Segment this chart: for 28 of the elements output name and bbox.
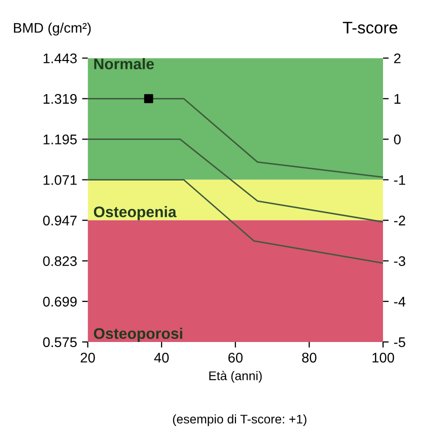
y2-tick-label: 0 [394,134,401,144]
x-tick-label: 40 [154,352,169,363]
y2-tick-label: -4 [394,296,406,306]
y-tick-label: 0.823 [43,256,77,266]
y2-tick-label: -2 [394,216,406,226]
y2-tick-label: -5 [394,337,406,348]
y-tick-label: 1.195 [44,134,77,144]
y-tick-label: 0.699 [43,296,77,307]
y2-tick-label: 2 [394,53,401,64]
x-tick-label: 60 [228,352,243,363]
x-axis-title: Età (anni) [209,370,262,383]
y2-axis-title: T-score [342,22,398,34]
band-label: Osteopenia [94,206,177,220]
y-axis-title: BMD (g/cm²) [14,22,91,36]
y2-tick-label: 1 [394,94,401,104]
x-tick-label: 100 [372,352,394,363]
band-label: Osteoporosi [94,328,182,342]
x-tick-label: 20 [80,352,95,363]
text: (esempio di T-score: +1) [173,414,306,426]
y-tick-label: 1.443 [44,53,77,64]
y-tick-label: 0.575 [43,337,77,348]
y-tick-label: 0.947 [43,216,77,226]
band-label: Normale [94,58,154,70]
y-tick-label: 1.071 [44,175,77,185]
y2-tick-label: -1 [394,175,406,185]
x-tick-label: 80 [302,352,316,363]
y2-tick-label: -3 [394,256,406,266]
y-tick-label: 1.319 [44,94,77,104]
